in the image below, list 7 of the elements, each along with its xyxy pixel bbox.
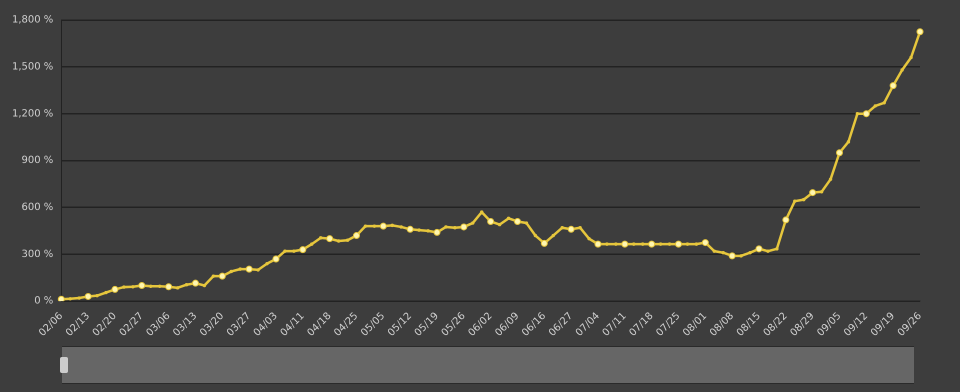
y-tick-label: 0 %: [34, 296, 54, 307]
y-tick-label: 600 %: [22, 202, 54, 214]
y-tick-label: 1,800 %: [12, 14, 54, 26]
y-tick-label: 1,500 %: [12, 61, 54, 72]
y-tick-label: 1,200 %: [12, 108, 54, 120]
y-tick-label: 900 %: [22, 155, 54, 166]
y-tick-label: 300 %: [22, 248, 54, 260]
